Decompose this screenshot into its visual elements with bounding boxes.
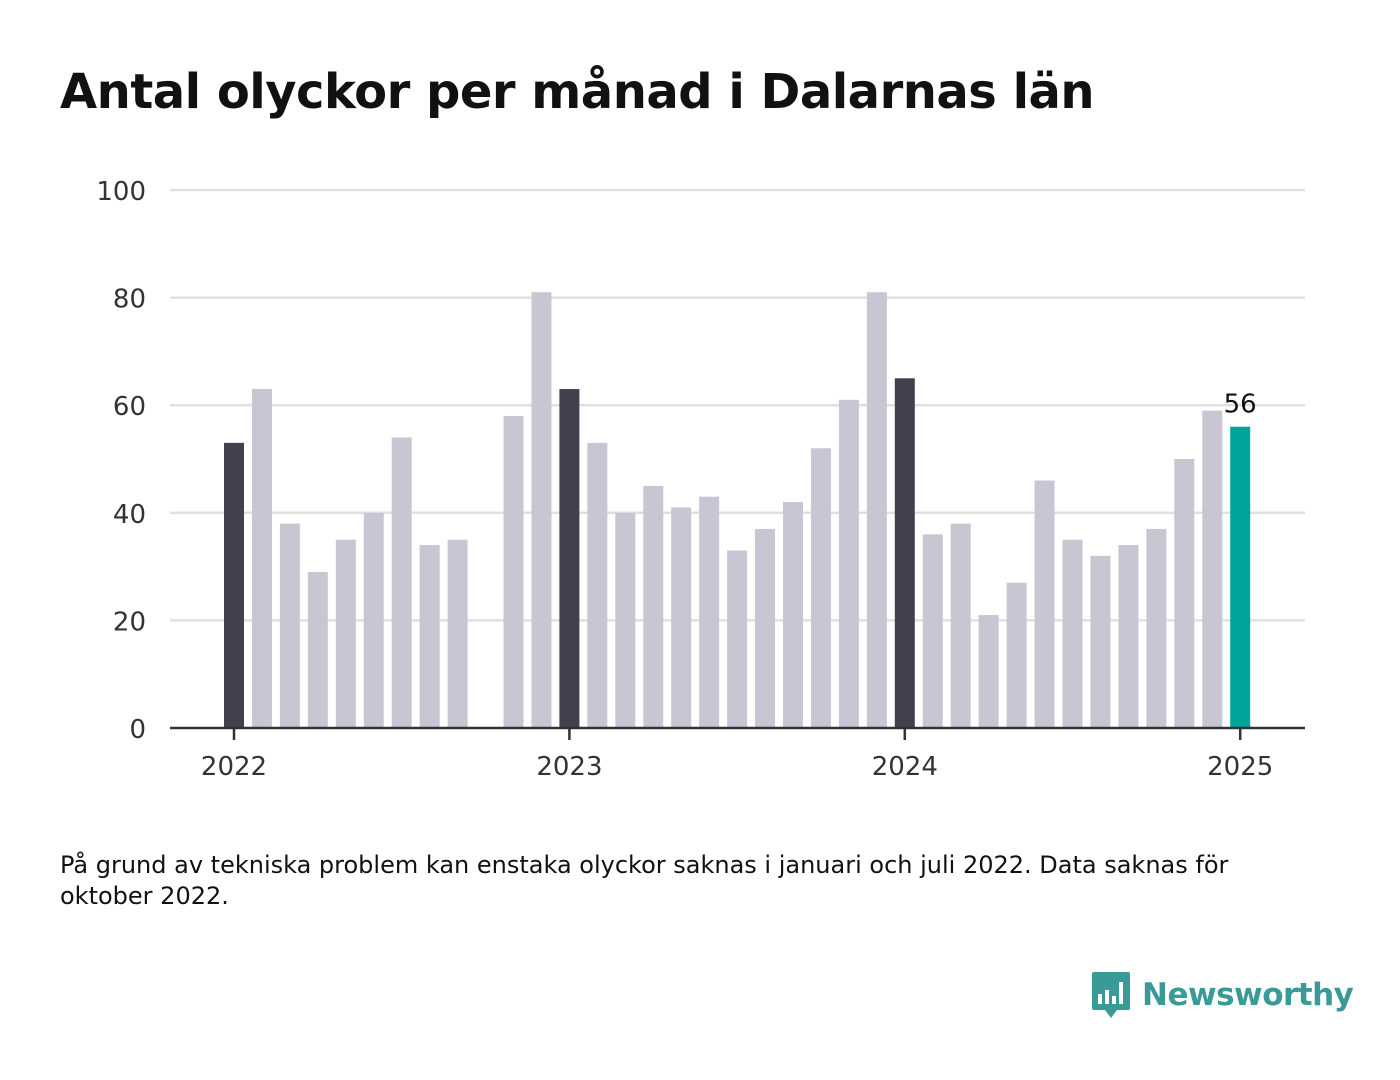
bar: [1090, 555, 1111, 728]
x-tick-label: 2022: [201, 752, 267, 782]
bar: [531, 292, 552, 728]
bar: [447, 539, 468, 728]
bar: [1062, 539, 1083, 728]
bar: [391, 437, 412, 728]
bar: [224, 442, 244, 728]
y-tick-label: 100: [96, 177, 146, 207]
axes: [170, 726, 1305, 740]
bar: [1174, 459, 1195, 728]
bar: [922, 534, 943, 728]
x-tick-label: 2023: [536, 752, 602, 782]
labels: 0 20 40 60 80 100 2022 2023 2024 2025 56: [96, 177, 1273, 782]
bar: [699, 496, 720, 728]
bar: [838, 399, 859, 728]
bar: [587, 442, 608, 728]
x-tick-label: 2025: [1207, 752, 1273, 782]
bar: [279, 523, 300, 728]
bar: [866, 292, 887, 728]
bar-chart-logo-icon: [1092, 972, 1130, 1018]
gridlines: [170, 188, 1305, 622]
bar: [1202, 410, 1223, 728]
bar: [1118, 545, 1139, 728]
bar: [950, 523, 971, 728]
bar: [1034, 480, 1055, 728]
y-tick-label: 40: [113, 500, 146, 530]
bar: [643, 485, 664, 728]
bar: [363, 512, 384, 728]
footnote: På grund av tekniska problem kan enstaka…: [60, 851, 1229, 910]
y-tick-label: 0: [129, 715, 146, 745]
bar: [419, 545, 440, 728]
bar-chart: 0 20 40 60 80 100 2022 2023 2024 2025 56: [96, 177, 1305, 782]
bar: [503, 415, 524, 728]
bar: [1006, 582, 1027, 728]
bar: [727, 550, 748, 728]
bars: [224, 292, 1251, 728]
y-tick-label: 20: [113, 607, 146, 637]
bar: [978, 615, 999, 728]
bar: [783, 502, 803, 728]
bar: [894, 378, 915, 728]
bar: [810, 448, 831, 728]
bar: [251, 389, 272, 728]
bar: [307, 571, 328, 728]
bar: [755, 528, 776, 728]
x-tick-label: 2024: [872, 752, 938, 782]
bar: [335, 539, 356, 728]
bar: [671, 507, 692, 728]
data-label-latest: 56: [1224, 390, 1257, 420]
y-tick-label: 80: [113, 285, 146, 315]
brand-name: Newsworthy: [1142, 977, 1354, 1013]
brand-logo[interactable]: Newsworthy: [1090, 970, 1354, 1020]
y-tick-label: 60: [113, 392, 146, 422]
bar: [559, 389, 580, 728]
bar: [615, 512, 636, 728]
bar: [1146, 528, 1167, 728]
chart-title: Antal olyckor per månad i Dalarnas län: [60, 64, 1095, 120]
bar: [1230, 426, 1251, 728]
